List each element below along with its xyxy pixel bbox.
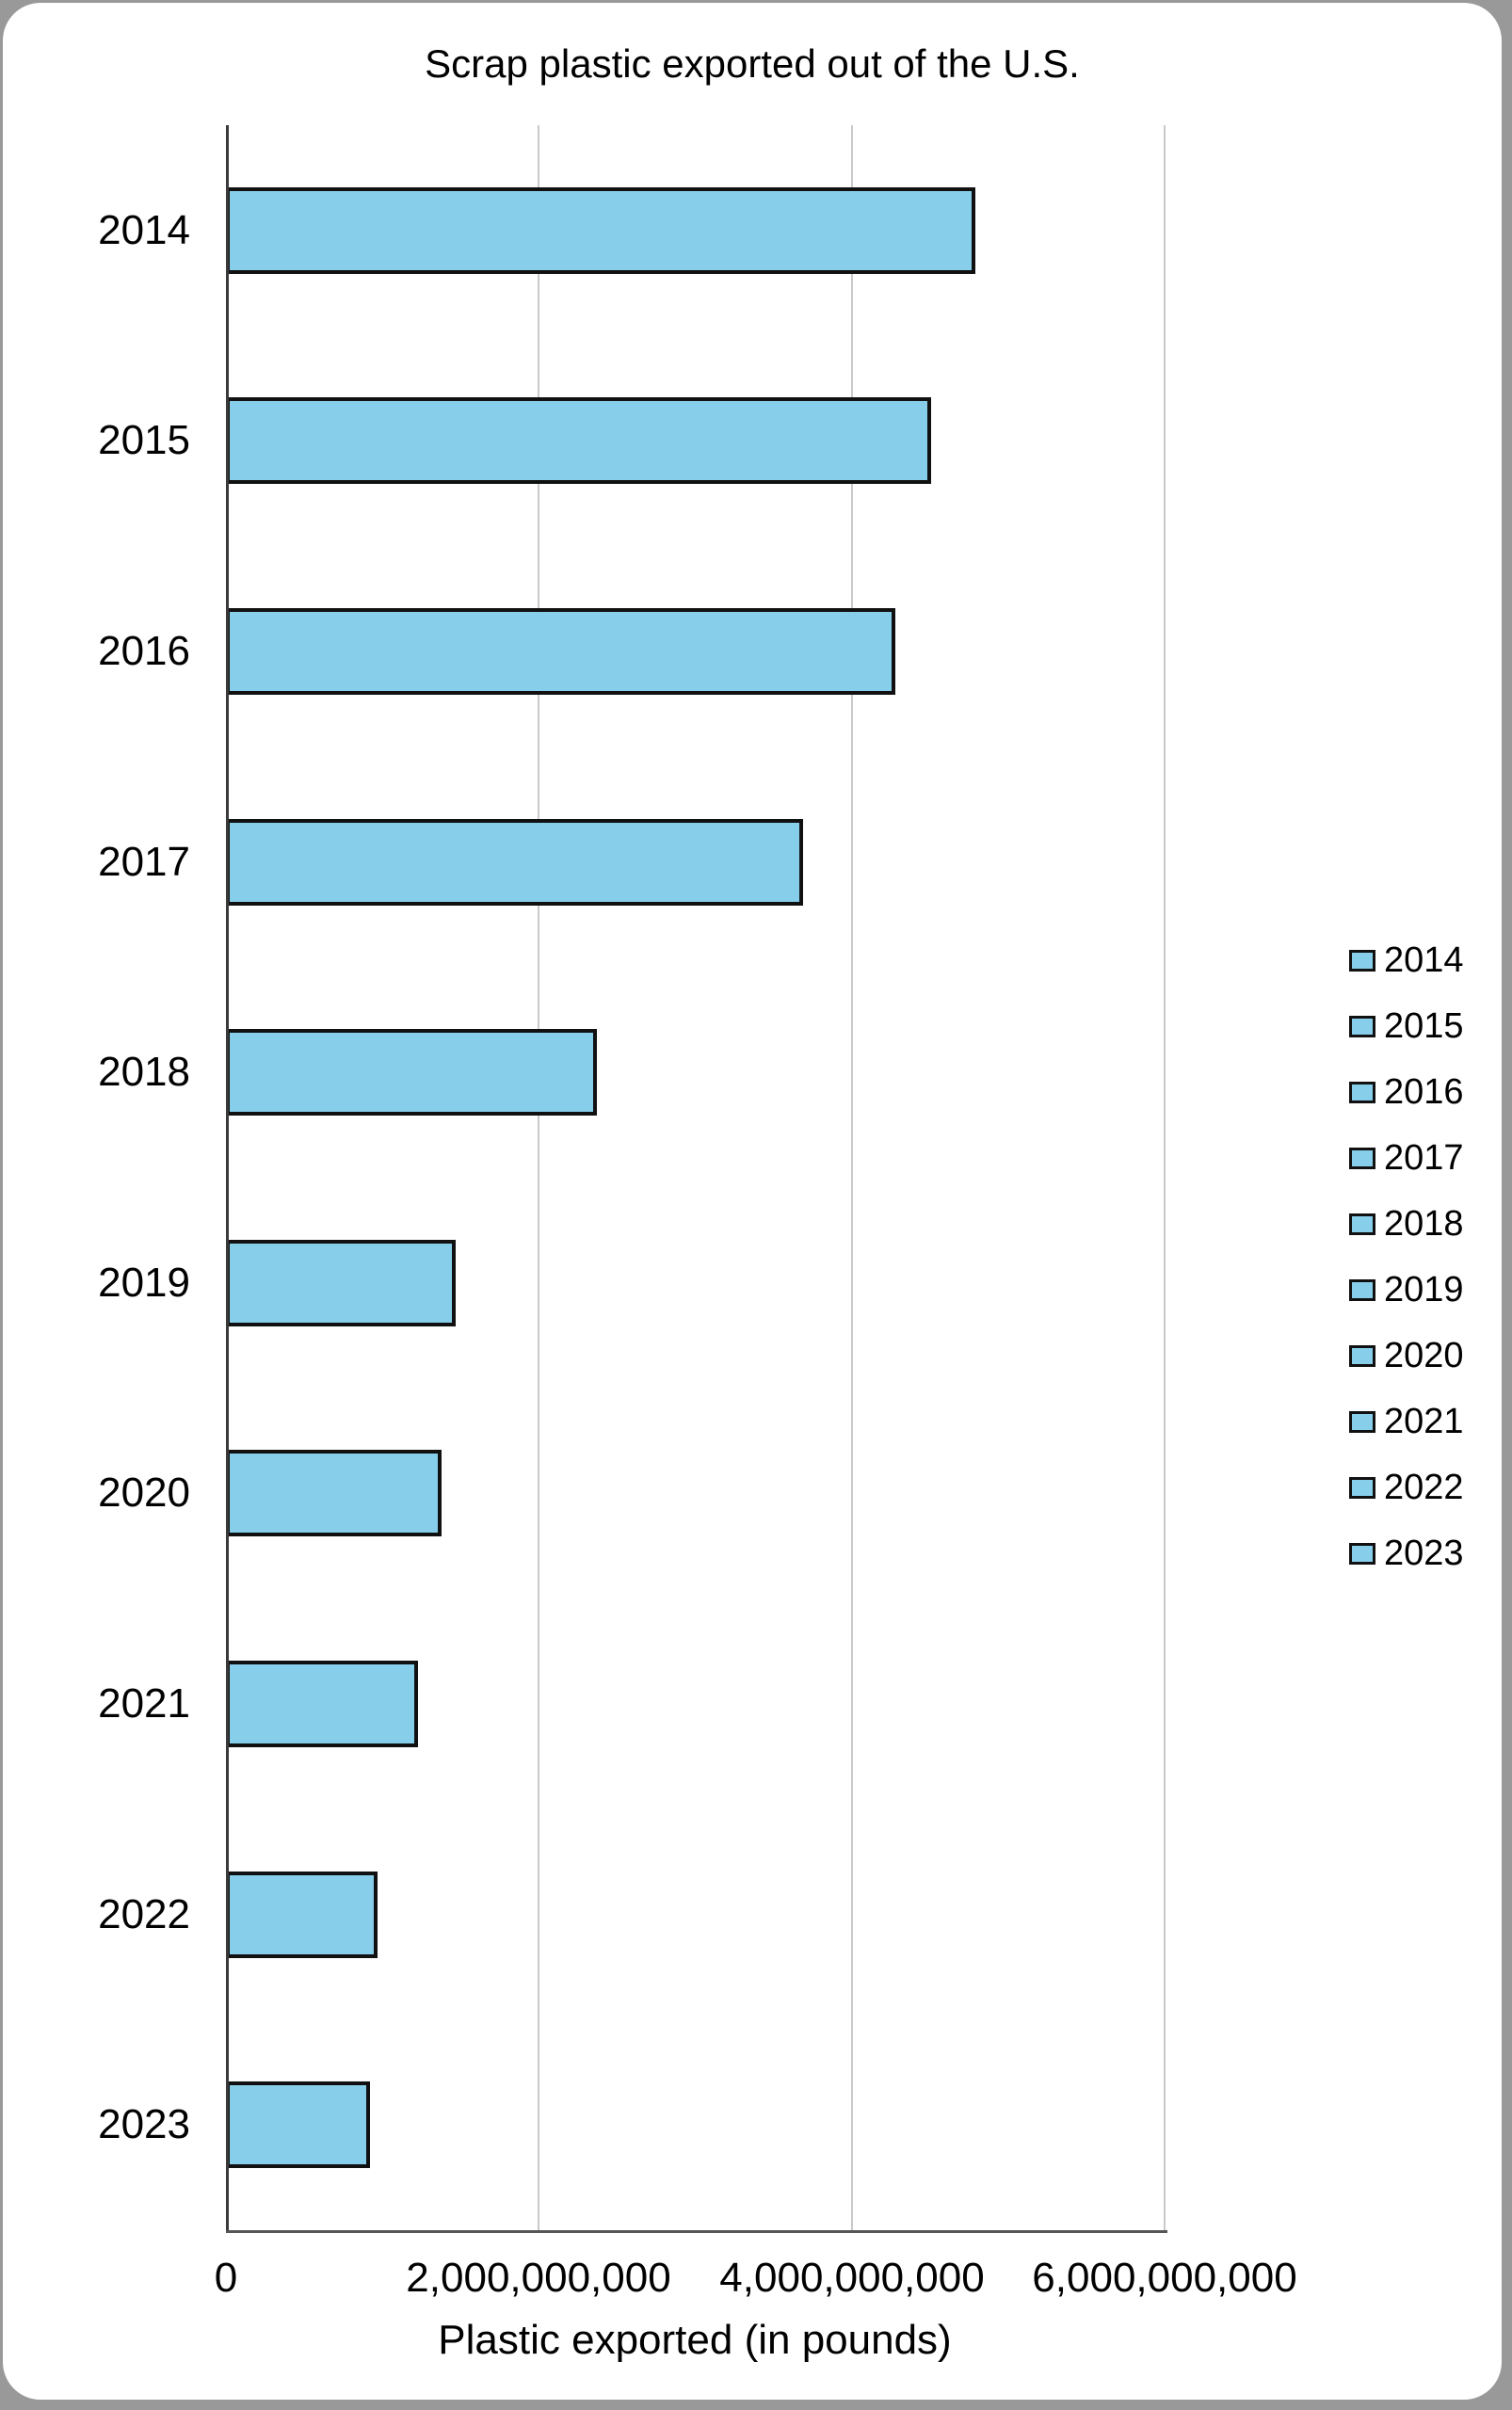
chart-title: Scrap plastic exported out of the U.S. (425, 41, 1080, 86)
legend-label: 2020 (1384, 1336, 1464, 1375)
legend-swatch-icon (1349, 1476, 1375, 1499)
y-axis-label-2022: 2022 (98, 1891, 190, 1937)
bar-2021[interactable] (226, 1661, 418, 1747)
legend-label: 2018 (1384, 1204, 1464, 1244)
y-axis-label-2021: 2021 (98, 1680, 190, 1727)
chart-card: Scrap plastic exported out of the U.S. 2… (3, 3, 1502, 2400)
legend-item-2017[interactable]: 2017 (1349, 1125, 1464, 1191)
legend-label: 2019 (1384, 1270, 1464, 1309)
bar-2016[interactable] (226, 608, 895, 695)
legend: 2014 2015 2016 2017 2018 2019 2020 2021 2022 2023 (1349, 927, 1464, 1586)
plot-area (226, 125, 1166, 2230)
y-axis-label-2023: 2023 (98, 2101, 190, 2147)
legend-label: 2021 (1384, 1402, 1464, 1441)
bar-2017[interactable] (226, 819, 803, 906)
bar-2022[interactable] (226, 1872, 378, 1958)
legend-swatch-icon (1349, 1081, 1375, 1103)
legend-label: 2017 (1384, 1138, 1464, 1178)
legend-item-2014[interactable]: 2014 (1349, 927, 1464, 993)
y-axis-label-2020: 2020 (98, 1470, 190, 1516)
legend-swatch-icon (1349, 1410, 1375, 1433)
x-tick-label-1: 2,000,000,000 (406, 2255, 671, 2301)
legend-item-2020[interactable]: 2020 (1349, 1323, 1464, 1389)
x-tick-label-3: 6,000,000,000 (1032, 2255, 1297, 2301)
gridline (538, 125, 539, 2230)
legend-item-2021[interactable]: 2021 (1349, 1389, 1464, 1454)
legend-item-2022[interactable]: 2022 (1349, 1454, 1464, 1520)
x-tick-label-2: 4,000,000,000 (719, 2255, 985, 2301)
legend-item-2016[interactable]: 2016 (1349, 1059, 1464, 1125)
gridline (1164, 125, 1166, 2230)
y-axis-label-2016: 2016 (98, 628, 190, 674)
y-axis-label-2018: 2018 (98, 1049, 190, 1095)
y-axis-label-2019: 2019 (98, 1260, 190, 1306)
bar-2018[interactable] (226, 1029, 597, 1116)
y-axis-label-2014: 2014 (98, 207, 190, 253)
legend-item-2019[interactable]: 2019 (1349, 1257, 1464, 1323)
y-axis-line (226, 125, 229, 2230)
legend-swatch-icon (1349, 949, 1375, 972)
legend-label: 2023 (1384, 1534, 1464, 1573)
y-axis-label-2015: 2015 (98, 417, 190, 463)
legend-label: 2022 (1384, 1468, 1464, 1507)
bar-2014[interactable] (226, 187, 975, 274)
legend-swatch-icon (1349, 1213, 1375, 1235)
x-tick-label-0: 0 (214, 2255, 238, 2301)
bar-2020[interactable] (226, 1450, 442, 1536)
legend-label: 2015 (1384, 1006, 1464, 1046)
legend-swatch-icon (1349, 1147, 1375, 1169)
legend-label: 2014 (1384, 940, 1464, 980)
legend-swatch-icon (1349, 1015, 1375, 1037)
legend-item-2023[interactable]: 2023 (1349, 1520, 1464, 1586)
legend-swatch-icon (1349, 1278, 1375, 1301)
legend-label: 2016 (1384, 1072, 1464, 1112)
bar-2019[interactable] (226, 1240, 456, 1326)
legend-swatch-icon (1349, 1344, 1375, 1367)
legend-swatch-icon (1349, 1542, 1375, 1565)
y-axis-label-2017: 2017 (98, 839, 190, 885)
x-axis-title: Plastic exported (in pounds) (438, 2317, 952, 2363)
bar-2023[interactable] (226, 2081, 370, 2168)
x-axis-line (226, 2230, 1167, 2233)
legend-item-2015[interactable]: 2015 (1349, 993, 1464, 1059)
legend-item-2018[interactable]: 2018 (1349, 1191, 1464, 1257)
bar-2015[interactable] (226, 397, 931, 484)
gridline (851, 125, 853, 2230)
